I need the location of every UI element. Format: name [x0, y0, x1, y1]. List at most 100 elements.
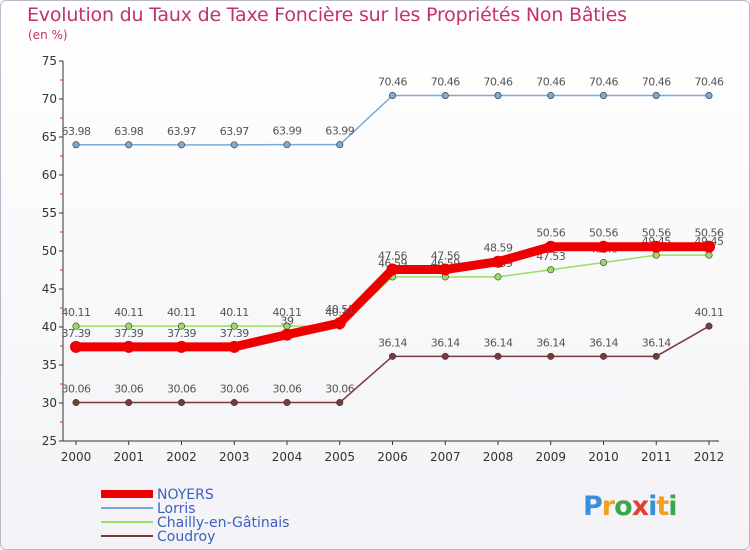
y-tick-label: 65 [42, 130, 57, 144]
x-tick-label: 2007 [430, 450, 461, 464]
point-chailly-en-g-tinais [494, 273, 502, 281]
data-label-noyers: 48.59 [484, 242, 513, 255]
legend-label-noyers: NOYERS [157, 487, 214, 503]
y-tick-label: 70 [42, 92, 57, 106]
unit-label: (en %) [28, 28, 68, 42]
logo-letter: P [583, 491, 603, 522]
point-noyers [70, 340, 82, 353]
point-chailly-en-g-tinais [705, 251, 713, 259]
x-tick-label: 2008 [483, 450, 514, 464]
point-coudroy [494, 352, 502, 360]
point-lorris [441, 92, 449, 100]
data-label-lorris: 70.46 [642, 76, 671, 89]
point-chailly-en-g-tinais [652, 251, 660, 259]
chart-title: Evolution du Taux de Taxe Foncière sur l… [27, 4, 627, 26]
point-lorris [178, 141, 186, 149]
point-chailly-en-g-tinais [178, 322, 186, 330]
data-label-noyers: 50.56 [536, 227, 565, 240]
data-label-coudroy: 30.06 [325, 383, 354, 396]
point-noyers [650, 240, 663, 253]
data-label-coudroy: 36.14 [589, 336, 618, 349]
y-tick-label: 55 [42, 206, 57, 220]
point-noyers [439, 263, 452, 276]
x-tick-label: 2005 [324, 450, 355, 464]
data-label-noyers: 37.39 [114, 327, 143, 340]
point-lorris [125, 141, 133, 149]
point-chailly-en-g-tinais [230, 322, 238, 330]
point-lorris [336, 141, 344, 149]
point-coudroy [72, 399, 80, 407]
data-label-coudroy: 30.06 [62, 383, 91, 396]
point-coudroy [388, 352, 396, 360]
point-chailly-en-g-tinais [547, 266, 555, 274]
y-tick-label: 25 [42, 434, 57, 448]
data-label-lorris: 63.97 [167, 125, 196, 138]
data-label-lorris: 70.46 [378, 76, 407, 89]
logo-letter: o [614, 491, 633, 522]
data-label-chailly-en-g-tinais: 40.11 [114, 306, 143, 319]
data-label-lorris: 63.98 [62, 125, 91, 138]
y-tick-label: 40 [42, 320, 57, 334]
point-coudroy [705, 322, 713, 330]
point-chailly-en-g-tinais [599, 258, 607, 266]
point-lorris [599, 92, 607, 100]
x-tick-label: 2003 [219, 450, 250, 464]
point-noyers [386, 263, 399, 276]
data-label-noyers: 47.56 [431, 250, 460, 263]
logo-letter: r [601, 491, 615, 522]
data-label-coudroy: 36.14 [536, 336, 565, 349]
data-label-coudroy: 40.11 [695, 306, 724, 319]
data-label-noyers: 37.39 [62, 327, 91, 340]
y-tick-label: 35 [42, 358, 57, 372]
point-lorris [652, 92, 660, 100]
legend-label-coudroy: Coudroy [157, 529, 215, 545]
data-label-lorris: 63.97 [220, 125, 249, 138]
logo-letter: i [668, 491, 677, 522]
logo-letter: t [656, 491, 669, 522]
point-coudroy [125, 399, 133, 407]
point-noyers [544, 240, 557, 253]
data-label-lorris: 63.98 [114, 125, 143, 138]
point-noyers [281, 328, 293, 341]
data-label-noyers: 40.51 [325, 303, 354, 316]
point-coudroy [283, 399, 291, 407]
point-chailly-en-g-tinais [125, 322, 133, 330]
point-lorris [388, 92, 396, 100]
y-tick-label: 50 [42, 244, 57, 258]
data-label-lorris: 70.46 [484, 76, 513, 89]
x-tick-label: 2000 [61, 450, 92, 464]
point-chailly-en-g-tinais [72, 322, 80, 330]
x-tick-label: 2006 [377, 450, 408, 464]
logo-letter: i [648, 491, 657, 522]
point-lorris [72, 141, 80, 149]
data-label-noyers: 37.39 [167, 327, 196, 340]
x-tick-label: 2001 [113, 450, 144, 464]
x-tick-label: 2002 [166, 450, 197, 464]
point-noyers [703, 240, 715, 253]
data-label-chailly-en-g-tinais: 40.11 [62, 306, 91, 319]
logo-letter: x [631, 491, 649, 522]
data-label-lorris: 63.99 [273, 125, 302, 138]
point-coudroy [336, 399, 344, 407]
point-lorris [547, 92, 555, 100]
data-label-coudroy: 36.14 [642, 336, 671, 349]
legend-label-lorris: Lorris [157, 501, 196, 517]
data-label-lorris: 70.46 [536, 76, 565, 89]
data-label-coudroy: 30.06 [114, 383, 143, 396]
data-label-noyers: 37.39 [220, 327, 249, 340]
point-noyers [597, 240, 610, 253]
point-lorris [705, 92, 713, 100]
data-label-lorris: 70.46 [431, 76, 460, 89]
x-tick-label: 2004 [272, 450, 303, 464]
x-tick-label: 2010 [588, 450, 619, 464]
data-label-lorris: 63.99 [325, 125, 354, 138]
point-lorris [230, 141, 238, 149]
point-coudroy [599, 352, 607, 360]
point-noyers [333, 317, 346, 330]
data-label-noyers: 47.56 [378, 250, 407, 263]
point-noyers [122, 340, 135, 353]
data-label-coudroy: 36.14 [378, 336, 407, 349]
data-label-chailly-en-g-tinais: 40.11 [220, 306, 249, 319]
